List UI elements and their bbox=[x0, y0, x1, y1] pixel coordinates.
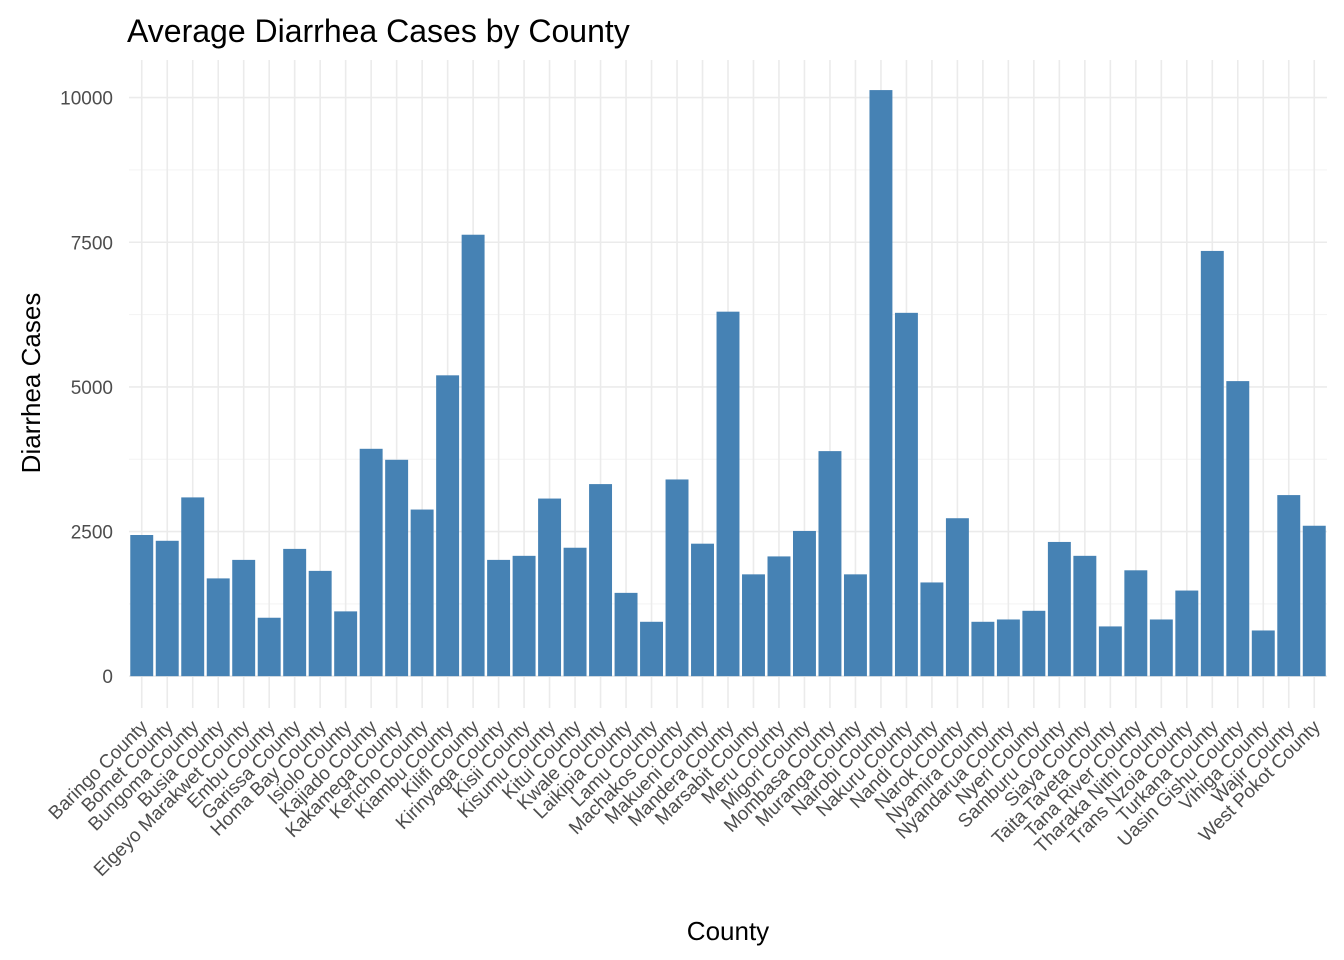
y-tick-label: 5000 bbox=[71, 378, 113, 399]
x-axis-title: County bbox=[687, 916, 769, 946]
bar bbox=[767, 556, 791, 677]
bar bbox=[130, 535, 154, 677]
bar bbox=[461, 234, 485, 677]
bar bbox=[1251, 630, 1275, 677]
bar bbox=[1124, 570, 1148, 677]
y-axis-title: Diarrhea Cases bbox=[16, 293, 46, 474]
bar bbox=[283, 548, 307, 677]
bar bbox=[1073, 555, 1097, 677]
bar bbox=[640, 621, 664, 677]
bar bbox=[665, 479, 689, 677]
y-tick-label: 10000 bbox=[60, 89, 113, 110]
bar bbox=[206, 578, 230, 677]
bar bbox=[334, 611, 358, 677]
plot-area bbox=[129, 60, 1327, 708]
bar bbox=[869, 90, 893, 677]
y-tick-label: 7500 bbox=[71, 233, 113, 254]
bar bbox=[614, 592, 638, 677]
bar bbox=[1226, 381, 1250, 677]
bar bbox=[308, 570, 332, 677]
bar bbox=[920, 582, 944, 677]
bar bbox=[1098, 626, 1122, 677]
bar bbox=[487, 559, 511, 677]
bar bbox=[1277, 495, 1301, 677]
bar bbox=[691, 543, 714, 677]
bar bbox=[1022, 610, 1046, 677]
bar bbox=[155, 540, 179, 677]
bar bbox=[996, 619, 1020, 677]
bar bbox=[181, 497, 205, 677]
bar bbox=[538, 498, 562, 677]
bar bbox=[257, 617, 281, 677]
bar bbox=[716, 311, 740, 677]
bar bbox=[843, 574, 867, 677]
bar bbox=[1200, 250, 1224, 677]
chart-title: Average Diarrhea Cases by County bbox=[127, 13, 630, 49]
bar bbox=[410, 509, 434, 677]
bar bbox=[894, 312, 918, 677]
bar bbox=[818, 451, 842, 677]
bar bbox=[1149, 619, 1173, 677]
bar bbox=[589, 484, 613, 677]
bar bbox=[1302, 525, 1326, 677]
y-tick-label: 0 bbox=[102, 667, 113, 688]
bar bbox=[1047, 541, 1071, 677]
bar bbox=[742, 574, 765, 677]
y-tick-label: 2500 bbox=[71, 523, 113, 544]
bar bbox=[971, 621, 995, 677]
bar bbox=[945, 518, 969, 677]
bar bbox=[359, 448, 383, 677]
bar bbox=[563, 547, 587, 677]
bar bbox=[385, 459, 409, 677]
bar bbox=[1175, 590, 1199, 677]
bar bbox=[232, 559, 256, 677]
bar bbox=[436, 375, 460, 677]
bars bbox=[130, 90, 1326, 677]
bar bbox=[792, 530, 816, 677]
bar bbox=[512, 555, 536, 677]
y-axis-ticks: 0 2500 5000 7500 10000 bbox=[60, 89, 113, 689]
